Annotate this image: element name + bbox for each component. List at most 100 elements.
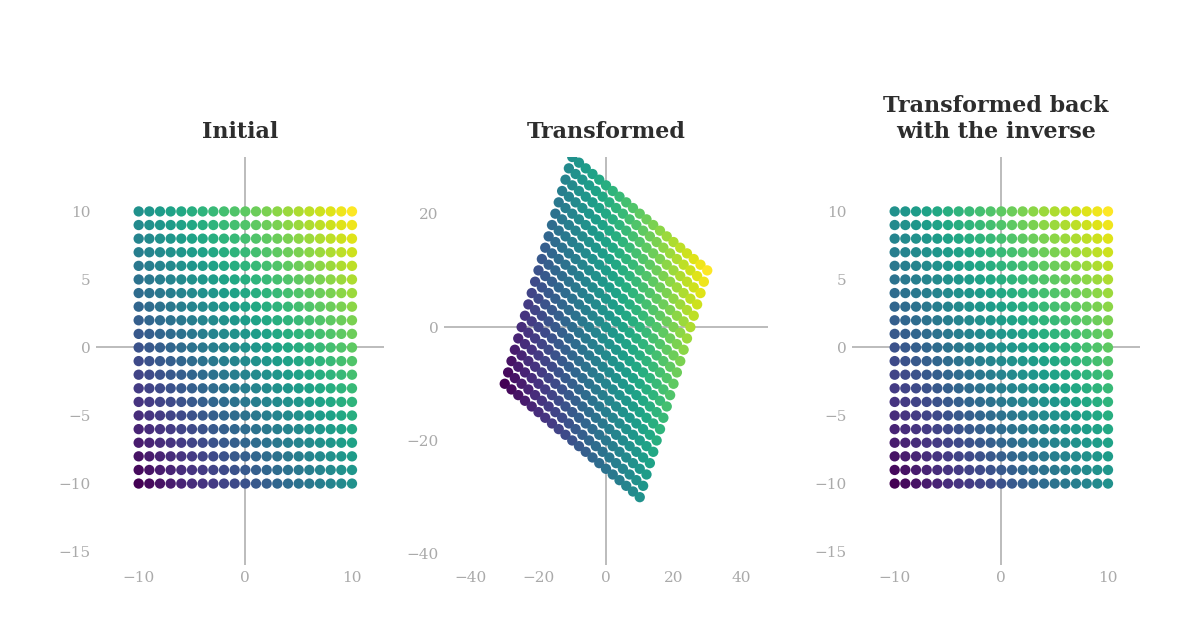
Point (1087, 220, 1106, 230)
Point (906, 220, 925, 230)
Point (886, 315, 905, 325)
Point (906, 315, 925, 325)
Point (235, 356, 254, 366)
Point (928, 424, 947, 434)
Point (161, 329, 180, 339)
Point (182, 356, 202, 366)
Point (268, 356, 287, 366)
Point (172, 261, 191, 271)
Point (1087, 438, 1106, 448)
Point (654, 300, 673, 310)
Point (654, 242, 673, 252)
Point (1034, 207, 1054, 217)
Point (600, 254, 619, 264)
Point (643, 220, 662, 230)
Point (982, 288, 1001, 298)
Point (1013, 329, 1032, 339)
Point (204, 370, 223, 380)
Point (1087, 424, 1106, 434)
Point (182, 247, 202, 257)
Point (204, 274, 223, 284)
Point (671, 242, 690, 252)
Point (246, 342, 265, 352)
Point (991, 356, 1010, 366)
Point (1098, 411, 1117, 421)
Point (289, 220, 308, 230)
Point (1098, 207, 1117, 217)
Point (587, 441, 606, 451)
Point (193, 288, 212, 298)
Point (526, 390, 545, 400)
Point (938, 301, 958, 311)
Point (576, 362, 595, 372)
Point (300, 411, 319, 421)
Point (257, 438, 276, 448)
Point (1002, 234, 1021, 244)
Point (215, 301, 234, 311)
Point (150, 342, 169, 352)
Point (938, 329, 958, 339)
Point (671, 328, 690, 338)
Point (193, 301, 212, 311)
Point (246, 438, 265, 448)
Point (589, 175, 608, 185)
Point (139, 207, 158, 217)
Point (938, 452, 958, 462)
Point (606, 373, 625, 383)
Point (886, 329, 905, 339)
Point (226, 383, 245, 393)
Point (634, 481, 653, 491)
Point (1002, 288, 1021, 298)
Point (1087, 247, 1106, 257)
Point (917, 261, 936, 271)
Point (982, 465, 1001, 475)
Point (550, 367, 569, 377)
Point (677, 277, 696, 287)
Point (193, 261, 212, 271)
Point (587, 413, 606, 423)
Point (535, 242, 554, 252)
Point (150, 207, 169, 217)
Point (606, 231, 625, 241)
Point (1078, 301, 1097, 311)
Point (539, 345, 558, 355)
Point (658, 401, 677, 411)
Point (1002, 438, 1021, 448)
Point (1098, 438, 1117, 448)
Point (1024, 424, 1043, 434)
Point (982, 452, 1001, 462)
Point (246, 301, 265, 311)
Point (606, 260, 625, 270)
Point (546, 266, 565, 276)
Point (982, 397, 1001, 407)
Point (539, 401, 558, 411)
Point (342, 356, 361, 366)
Point (971, 329, 990, 339)
Point (161, 220, 180, 230)
Point (576, 418, 595, 428)
Point (257, 411, 276, 421)
Point (660, 390, 679, 400)
Point (289, 411, 308, 421)
Point (949, 465, 968, 475)
Point (643, 390, 662, 400)
Point (677, 305, 696, 315)
Point (589, 430, 608, 440)
Point (150, 274, 169, 284)
Point (917, 383, 936, 393)
Point (322, 397, 341, 407)
Point (556, 345, 575, 355)
Point (342, 438, 361, 448)
Point (311, 207, 330, 217)
Point (982, 342, 1001, 352)
Point (161, 465, 180, 475)
Point (928, 479, 947, 489)
Point (650, 283, 670, 293)
Point (570, 441, 589, 451)
Point (533, 396, 552, 406)
Point (539, 317, 558, 327)
Point (226, 370, 245, 380)
Point (556, 203, 575, 213)
Point (960, 261, 979, 271)
Point (226, 261, 245, 271)
